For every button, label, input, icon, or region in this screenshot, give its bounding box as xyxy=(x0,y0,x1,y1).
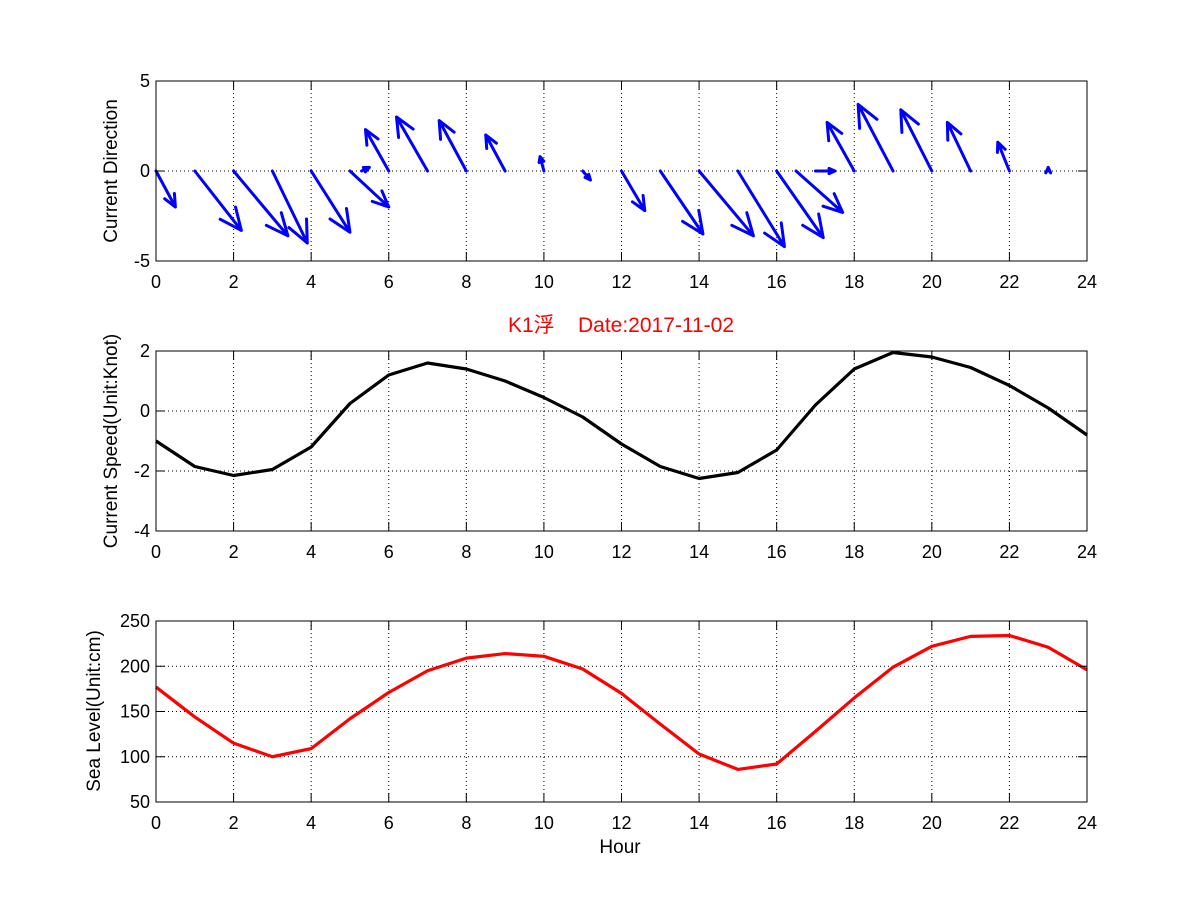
sea-level-y-tick-label: 200 xyxy=(120,656,150,676)
speed-x-ticks: 0 2 4 6 8 10 12 14 16 18 20 22 24 xyxy=(151,351,1097,562)
sea-level-x-tick-label: 0 xyxy=(151,813,161,833)
direction-x-tick-label: 20 xyxy=(922,272,942,292)
sea-level-x-axis-label: Hour xyxy=(599,837,641,858)
current-direction-arrow xyxy=(825,120,856,173)
current-direction-arrow xyxy=(363,128,391,173)
direction-y-ticks: -5 0 5 xyxy=(134,71,1087,271)
current-direction-arrow xyxy=(395,115,430,173)
speed-panel: 0 2 4 6 8 10 12 14 16 18 20 22 24 -4-202 K1浮 Date:20… xyxy=(101,314,1097,562)
direction-x-tick-label: 22 xyxy=(999,272,1019,292)
speed-x-tick-label: 20 xyxy=(922,542,942,562)
sea-level-x-tick-label: 14 xyxy=(689,813,709,833)
sea-level-x-tick-label: 2 xyxy=(229,813,239,833)
current-direction-arrow xyxy=(581,169,592,182)
sea-level-y-tick-label: 50 xyxy=(130,792,150,812)
current-direction-arrow xyxy=(658,169,705,236)
sea-level-x-tick-label: 16 xyxy=(767,813,787,833)
sea-level-line xyxy=(155,633,1088,772)
current-direction-arrow xyxy=(775,169,825,240)
current-direction-arrow xyxy=(945,120,973,173)
current-direction-arrow xyxy=(360,165,371,174)
direction-x-tick-label: 18 xyxy=(844,272,864,292)
sea-level-y-tick-label: 250 xyxy=(120,611,150,631)
current-direction-arrow xyxy=(537,155,546,173)
speed-y-axis-label: Current Speed(Unit:Knot) xyxy=(101,334,122,548)
direction-x-tick-label: 16 xyxy=(767,272,787,292)
direction-y-tick-label: 0 xyxy=(140,161,150,181)
speed-y-tick-label: 2 xyxy=(140,341,150,361)
speed-x-tick-label: 18 xyxy=(844,542,864,562)
sea-level-x-tick-label: 24 xyxy=(1077,813,1097,833)
sea-level-y-tick-label: 150 xyxy=(120,702,150,722)
current-direction-arrow xyxy=(348,169,391,209)
speed-x-tick-label: 22 xyxy=(999,542,1019,562)
current-direction-arrow xyxy=(484,133,507,173)
direction-x-tick-label: 2 xyxy=(229,272,239,292)
current-direction-arrow xyxy=(995,140,1011,173)
direction-panel: 0 2 4 6 8 10 12 14 16 18 20 22 24 -505 Current Direc… xyxy=(101,71,1097,292)
current-direction-arrow xyxy=(794,169,845,214)
sea-level-x-ticks: 0 2 4 6 8 10 12 14 16 18 20 22 24 xyxy=(151,621,1097,833)
speed-x-tick-label: 14 xyxy=(689,542,709,562)
direction-x-tick-label: 12 xyxy=(611,272,631,292)
current-direction-arrow xyxy=(232,169,290,238)
current-direction-arrow xyxy=(697,169,755,238)
direction-y-tick-label: 5 xyxy=(140,71,150,91)
sea-level-x-tick-label: 10 xyxy=(534,813,554,833)
direction-x-tick-label: 14 xyxy=(689,272,709,292)
chart-title: K1浮 Date:2017-11-02 xyxy=(508,314,734,337)
sea-level-x-tick-label: 12 xyxy=(611,813,631,833)
current-direction-arrow xyxy=(154,169,177,209)
direction-y-axis-label: Current Direction xyxy=(101,99,122,243)
direction-arrows xyxy=(154,102,1053,249)
speed-y-tick-label: 0 xyxy=(140,401,150,421)
sea-level-x-tick-label: 4 xyxy=(306,813,316,833)
current-direction-arrow xyxy=(620,169,647,213)
current-direction-arrow xyxy=(856,102,895,173)
speed-x-tick-label: 24 xyxy=(1077,542,1097,562)
sea-level-y-ticks: 50 100 150 200 250 xyxy=(120,611,1087,812)
current-direction-arrow xyxy=(736,169,786,249)
sea-level-y-axis-label: Sea Level(Unit:cm) xyxy=(84,630,105,792)
direction-x-ticks: 0 2 4 6 8 10 12 14 16 18 20 22 24 xyxy=(151,81,1097,292)
sea-level-y-tick-label: 100 xyxy=(120,747,150,767)
direction-x-tick-label: 6 xyxy=(384,272,394,292)
current-direction-arrow xyxy=(437,119,468,173)
speed-x-tick-label: 12 xyxy=(611,542,631,562)
direction-x-tick-label: 4 xyxy=(306,272,316,292)
speed-x-tick-label: 4 xyxy=(306,542,316,562)
current-direction-arrow xyxy=(813,166,837,176)
speed-x-tick-label: 6 xyxy=(384,542,394,562)
speed-y-ticks: -4 -2 0 2 xyxy=(134,341,1087,541)
direction-x-tick-label: 0 xyxy=(151,272,161,292)
speed-x-tick-label: 16 xyxy=(767,542,787,562)
direction-y-tick-label: -5 xyxy=(134,251,150,271)
sea-level-x-tick-label: 6 xyxy=(384,813,394,833)
current-direction-arrow xyxy=(309,169,352,234)
current-direction-arrow xyxy=(270,169,309,245)
speed-y-tick-label: -2 xyxy=(134,461,150,481)
sea-level-x-tick-label: 20 xyxy=(922,813,942,833)
sea-level-series xyxy=(155,633,1088,772)
current-direction-arrow xyxy=(899,108,934,173)
speed-x-tick-label: 0 xyxy=(151,542,161,562)
sea-level-x-tick-label: 8 xyxy=(461,813,471,833)
speed-x-tick-label: 2 xyxy=(229,542,239,562)
direction-x-tick-label: 10 xyxy=(534,272,554,292)
current-direction-arrow xyxy=(1044,165,1053,175)
speed-x-tick-label: 8 xyxy=(461,542,471,562)
sea-level-x-tick-label: 22 xyxy=(999,813,1019,833)
speed-y-tick-label: -4 xyxy=(134,521,150,541)
direction-x-tick-label: 8 xyxy=(461,272,471,292)
direction-x-tick-label: 24 xyxy=(1077,272,1097,292)
sea-level-x-tick-label: 18 xyxy=(844,813,864,833)
current-direction-arrow xyxy=(193,169,243,232)
speed-x-tick-label: 10 xyxy=(534,542,554,562)
